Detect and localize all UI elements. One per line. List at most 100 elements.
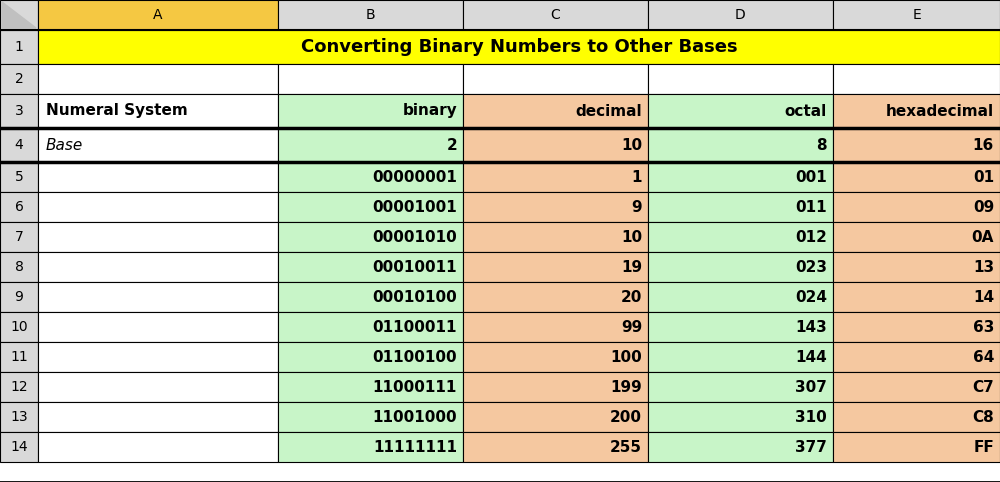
Text: 01: 01 [973, 170, 994, 185]
Bar [833, 128, 1000, 162]
Text: 143: 143 [795, 320, 827, 335]
Bar [38, 94, 278, 128]
Bar [278, 282, 463, 312]
Text: 9: 9 [15, 290, 23, 304]
Text: 100: 100 [610, 349, 642, 364]
Bar [833, 432, 1000, 462]
Bar [833, 372, 1000, 402]
Bar [38, 192, 278, 222]
Bar [278, 432, 463, 462]
Bar [38, 0, 278, 30]
Text: Converting Binary Numbers to Other Bases: Converting Binary Numbers to Other Bases [301, 38, 737, 56]
Bar [0, 0, 38, 30]
Bar [463, 128, 648, 162]
Text: 01100100: 01100100 [372, 349, 457, 364]
Text: 6: 6 [15, 200, 23, 214]
Bar [463, 222, 648, 252]
Text: 00001001: 00001001 [372, 200, 457, 214]
Bar [38, 372, 278, 402]
Bar [833, 94, 1000, 128]
Bar [0, 162, 38, 192]
Bar [463, 162, 648, 192]
Bar [648, 252, 833, 282]
Text: 12: 12 [10, 380, 28, 394]
Text: 13: 13 [10, 410, 28, 424]
Text: 19: 19 [621, 259, 642, 275]
Bar [278, 0, 463, 30]
Text: D: D [735, 8, 746, 22]
Text: 20: 20 [621, 290, 642, 305]
Bar [648, 64, 833, 94]
Text: 199: 199 [610, 379, 642, 394]
Bar [38, 312, 278, 342]
Bar [648, 372, 833, 402]
Bar [0, 402, 38, 432]
Text: C7: C7 [972, 379, 994, 394]
Bar [38, 282, 278, 312]
Text: 7: 7 [15, 230, 23, 244]
Bar [278, 162, 463, 192]
Text: 14: 14 [10, 440, 28, 454]
Bar [0, 94, 38, 128]
Text: 1: 1 [632, 170, 642, 185]
Bar [463, 64, 648, 94]
Bar [833, 402, 1000, 432]
Text: Base: Base [46, 137, 83, 152]
Bar [38, 30, 1000, 64]
Bar [463, 282, 648, 312]
Text: 00001010: 00001010 [372, 229, 457, 244]
Text: 8: 8 [15, 260, 23, 274]
Text: 023: 023 [795, 259, 827, 275]
Bar [833, 282, 1000, 312]
Bar [0, 222, 38, 252]
Bar [278, 192, 463, 222]
Bar [278, 342, 463, 372]
Bar [833, 342, 1000, 372]
Bar [463, 0, 648, 30]
Bar [0, 372, 38, 402]
Bar [833, 312, 1000, 342]
Text: 307: 307 [795, 379, 827, 394]
Text: hexadecimal: hexadecimal [886, 104, 994, 119]
Bar [648, 222, 833, 252]
Text: 10: 10 [621, 229, 642, 244]
Bar [648, 342, 833, 372]
Text: C8: C8 [972, 410, 994, 425]
Text: 11000111: 11000111 [373, 379, 457, 394]
Bar [0, 30, 38, 64]
Text: 255: 255 [610, 440, 642, 455]
Bar [833, 162, 1000, 192]
Text: 00010100: 00010100 [372, 290, 457, 305]
Bar [38, 432, 278, 462]
Bar [833, 64, 1000, 94]
Bar [278, 252, 463, 282]
Text: 64: 64 [973, 349, 994, 364]
Bar [0, 252, 38, 282]
Bar [463, 252, 648, 282]
Bar [463, 94, 648, 128]
Text: 14: 14 [973, 290, 994, 305]
Text: 024: 024 [795, 290, 827, 305]
Bar [278, 372, 463, 402]
Text: 99: 99 [621, 320, 642, 335]
Text: 01100011: 01100011 [372, 320, 457, 335]
Bar [278, 312, 463, 342]
Bar [278, 64, 463, 94]
Bar [463, 372, 648, 402]
Text: 11111111: 11111111 [373, 440, 457, 455]
Bar [463, 312, 648, 342]
Bar [0, 128, 38, 162]
Bar [833, 222, 1000, 252]
Bar [463, 402, 648, 432]
Bar [648, 192, 833, 222]
Text: 200: 200 [610, 410, 642, 425]
Bar [463, 342, 648, 372]
Bar [463, 192, 648, 222]
Text: 11001000: 11001000 [372, 410, 457, 425]
Bar [0, 282, 38, 312]
Bar [278, 128, 463, 162]
Text: 0A: 0A [972, 229, 994, 244]
Text: octal: octal [785, 104, 827, 119]
Bar [0, 432, 38, 462]
Bar [0, 342, 38, 372]
